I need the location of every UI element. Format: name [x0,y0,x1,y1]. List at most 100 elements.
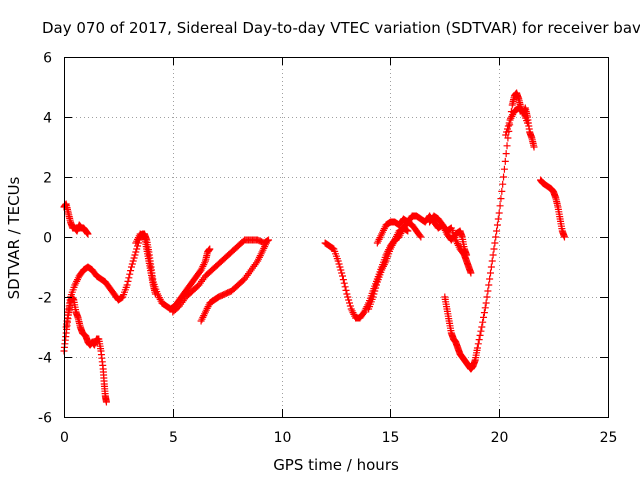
y-axis-title: SDTVAR / TECUs [5,176,23,299]
y-tick-label: 2 [43,171,52,187]
data-point [262,239,270,247]
y-tick-label: 6 [43,51,52,67]
y-tick-label: -6 [38,411,52,427]
y-tick-label: -4 [38,351,52,367]
data-point [482,299,490,307]
data-point [503,142,511,150]
data-point [480,313,488,321]
data-point [487,263,495,271]
data-point [483,293,491,301]
data-point [500,165,508,173]
data-point [473,344,481,352]
y-tick-label: 4 [43,111,52,127]
data-point [501,157,509,165]
data-point [474,340,482,348]
data-point [338,269,346,277]
data-point [127,263,135,271]
data-point [502,131,510,139]
data-point [488,257,496,265]
data-point [341,283,349,291]
x-tick-label: 25 [600,430,618,446]
data-point [486,269,494,277]
data-point [372,281,380,289]
y-tick-label: 0 [43,231,52,247]
data-point [504,122,512,130]
grid [64,57,608,417]
data-point [463,251,471,259]
data-point [126,270,134,278]
data-point [481,304,489,312]
data-point [337,266,345,274]
data-point [491,239,499,247]
data-point [340,279,348,287]
data-point [530,143,538,151]
data-point [404,227,412,235]
data-point [342,286,350,294]
data-point [503,128,511,136]
data-point [335,260,343,268]
data-point [84,230,92,238]
y-tick-label: -2 [38,291,52,307]
data-point [370,290,378,298]
data-point [476,331,484,339]
data-point [502,150,510,158]
data-point [129,257,137,265]
data-point [344,293,352,301]
data-point [127,267,135,275]
x-axis-title: GPS time / hours [273,456,399,474]
data-point [372,284,380,292]
data-point [345,299,353,307]
data-point [131,251,139,259]
data-point [495,209,503,217]
data-point [346,302,354,310]
x-tick-label: 15 [382,430,400,446]
data-point [498,187,506,195]
data-point [102,398,110,406]
data-point [124,277,132,285]
data-point [560,233,568,241]
data-point [500,173,508,181]
data-point [499,180,507,188]
data-point [369,293,377,301]
data-point [345,296,353,304]
chart-title: Day 070 of 2017, Sidereal Day-to-day VTE… [42,19,640,37]
data-point [490,245,498,253]
data-point [493,227,501,235]
data-point [339,276,347,284]
data-point [336,263,344,271]
data-point [486,275,494,283]
data-point [151,290,159,298]
data-point [467,269,475,277]
data-point [478,323,486,331]
x-tick-label: 10 [274,430,292,446]
data-point [523,119,531,127]
data-point [493,221,501,229]
data-point [334,257,342,265]
data-point [484,287,492,295]
data-point [489,251,497,259]
data-point [492,233,500,241]
data-point [496,202,504,210]
data-point [475,336,483,344]
data-point [343,290,351,298]
x-tick-labels: 0 5 10 15 20 25 [60,430,617,446]
y-tick-labels: -6 -4 -2 0 2 4 6 [38,51,52,427]
data-point [503,125,511,133]
data-point [477,327,485,335]
data-point [417,233,425,241]
data-point [133,245,141,253]
axis-ticks [64,57,609,418]
data-point [416,232,424,240]
data-point [125,274,133,282]
data-point [128,260,136,268]
data-point [497,195,505,203]
x-tick-label: 20 [491,430,509,446]
data-point [132,248,140,256]
data-point [206,245,214,253]
x-tick-label: 5 [169,430,178,446]
data-point [371,287,379,295]
data-point [480,309,488,317]
data-point [130,254,138,262]
